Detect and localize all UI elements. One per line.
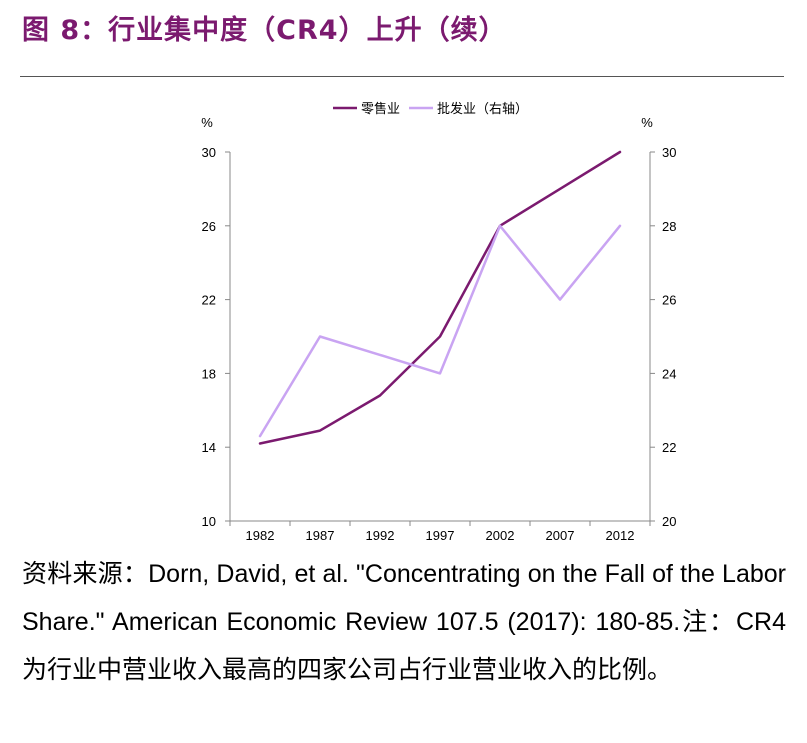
y-left-tick-label: 30 bbox=[202, 145, 216, 160]
x-tick-label: 1997 bbox=[426, 528, 455, 543]
y-right-tick-label: 22 bbox=[662, 440, 676, 455]
y-left-tick-label: 18 bbox=[202, 366, 216, 381]
y-left-tick-label: 22 bbox=[202, 293, 216, 308]
series-line-1 bbox=[258, 150, 622, 445]
note-text: 为行业中营业收入最高的四家公司占行业营业收入的比例。 bbox=[22, 655, 673, 684]
y-left-tick-label: 14 bbox=[202, 440, 216, 455]
x-tick-label: 2002 bbox=[486, 528, 515, 543]
x-tick-label: 1987 bbox=[306, 528, 335, 543]
note-term: CR4 bbox=[735, 608, 786, 636]
x-tick-label: 2007 bbox=[546, 528, 575, 543]
y-right-tick-label: 24 bbox=[662, 366, 676, 381]
y-right-tick-label: 26 bbox=[662, 293, 676, 308]
x-tick-label: 1992 bbox=[366, 528, 395, 543]
source-label: 资料来源： bbox=[22, 559, 149, 588]
legend-label: 批发业（右轴） bbox=[437, 101, 528, 116]
series-line-2 bbox=[258, 224, 622, 438]
y-right-unit-label: % bbox=[641, 115, 653, 130]
x-tick-label: 1982 bbox=[246, 528, 275, 543]
legend-label: 零售业 bbox=[361, 101, 400, 116]
line-chart: % % 10 14 18 22 26 30 20 22 24 26 28 30 1982 1987 1992 19… bbox=[201, 101, 676, 543]
y-right-tick-label: 30 bbox=[662, 145, 676, 160]
y-right-tick-label: 20 bbox=[662, 514, 676, 529]
source-citation: Dorn, David, et al. "Concentrating on th… bbox=[22, 560, 786, 636]
y-left-tick-label: 10 bbox=[202, 514, 216, 529]
y-left-unit-label: % bbox=[201, 115, 213, 130]
y-right-tick-label: 28 bbox=[662, 219, 676, 234]
chart-legend: 零售业 批发业（右轴） bbox=[333, 101, 528, 116]
chart-axes: % % 10 14 18 22 26 30 20 22 24 26 28 30 1982 1987 1992 19… bbox=[201, 115, 676, 543]
note-label: 注： bbox=[680, 607, 736, 636]
title-divider bbox=[20, 76, 784, 77]
figure-title: 图 8：行业集中度（CR4）上升（续） bbox=[22, 15, 507, 46]
y-left-tick-label: 26 bbox=[202, 219, 216, 234]
x-tick-label: 2012 bbox=[606, 528, 635, 543]
caption: 资料来源：Dorn, David, et al. "Concentrating … bbox=[22, 550, 786, 694]
chart-series bbox=[258, 150, 622, 445]
